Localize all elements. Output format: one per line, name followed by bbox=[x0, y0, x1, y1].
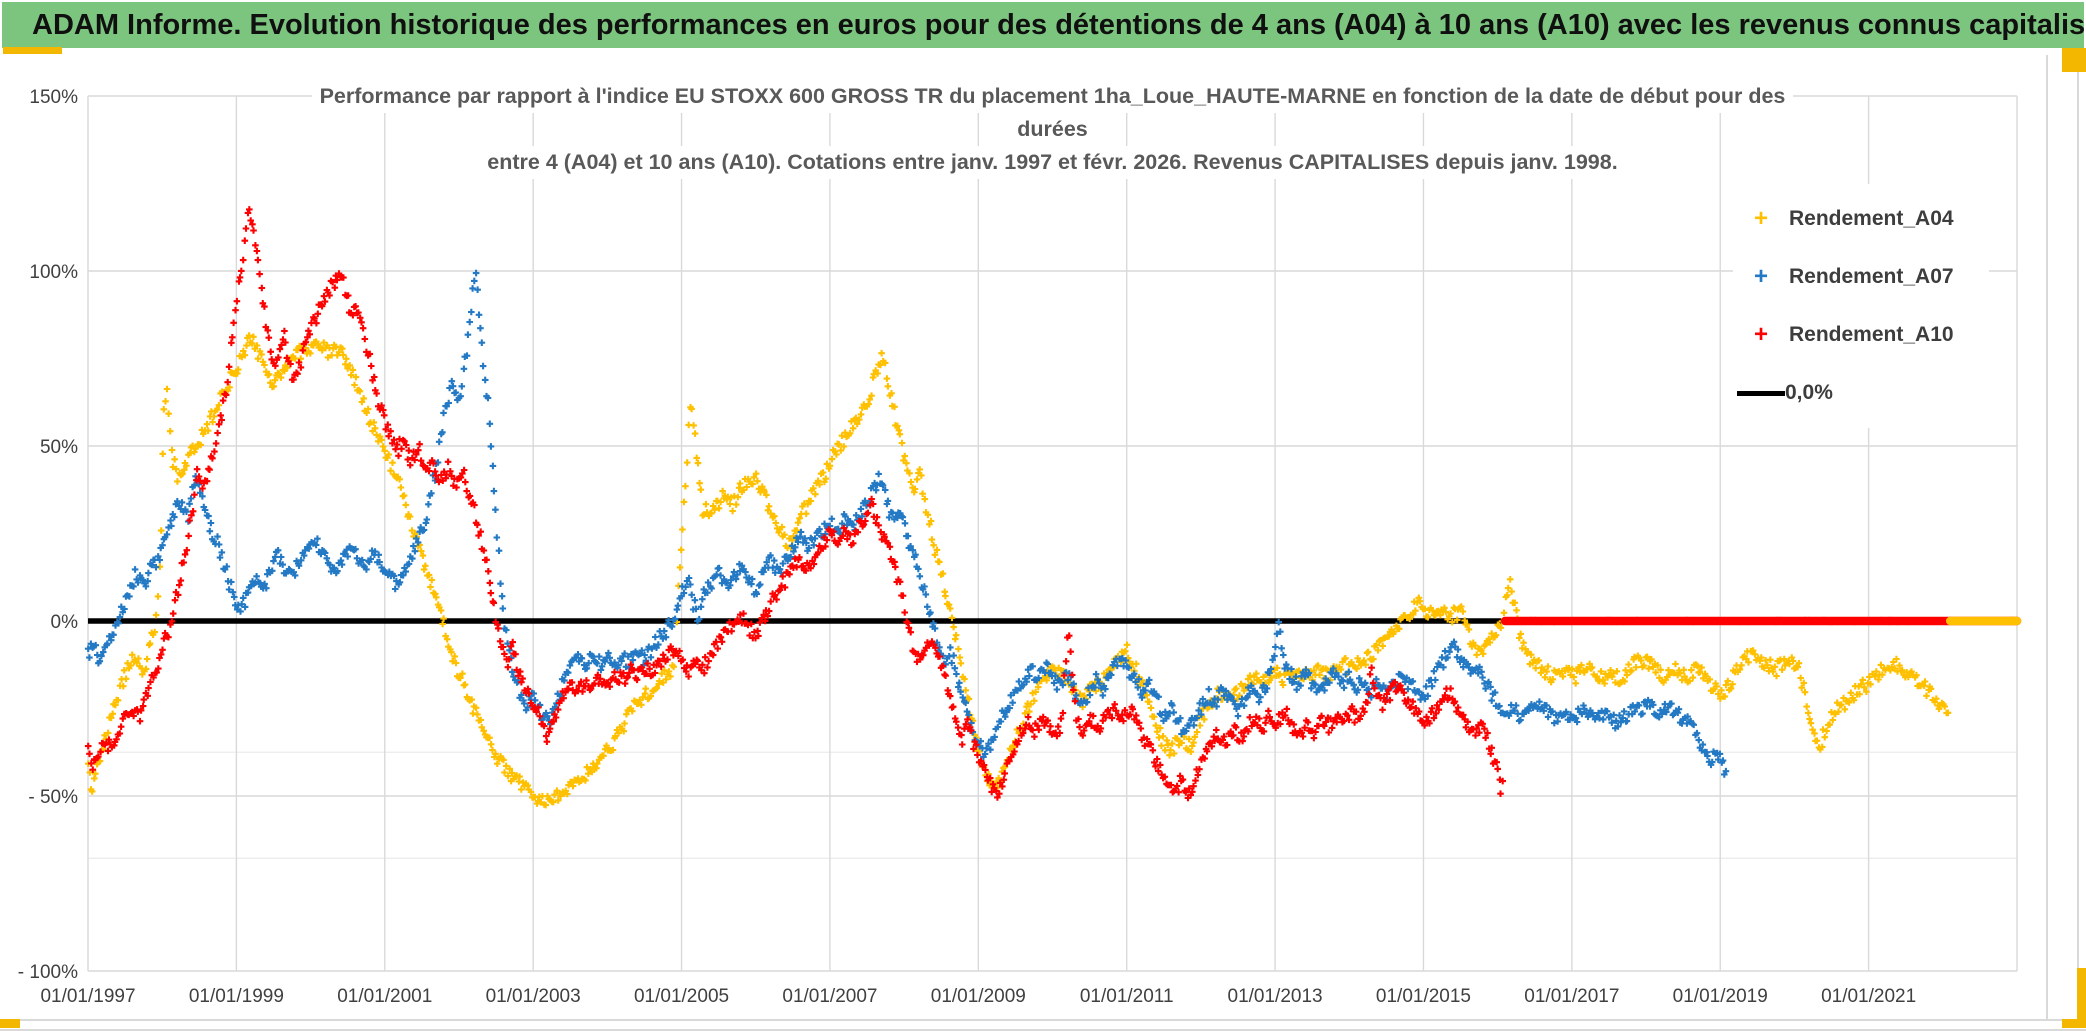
svg-text:01/01/2015: 01/01/2015 bbox=[1376, 986, 1471, 1007]
svg-text:01/01/2019: 01/01/2019 bbox=[1673, 986, 1768, 1007]
chart-title-line2: durées bbox=[1009, 113, 1096, 146]
accent-gold-bottom-left bbox=[0, 1019, 20, 1028]
svg-text:- 100%: - 100% bbox=[18, 962, 78, 983]
svg-text:01/01/2007: 01/01/2007 bbox=[782, 986, 877, 1007]
report-title: ADAM Informe. Evolution historique des p… bbox=[32, 8, 2086, 41]
svg-text:0%: 0% bbox=[51, 612, 79, 633]
accent-gold-bottom-right bbox=[2062, 1019, 2086, 1028]
zero-line-swatch-icon bbox=[1737, 390, 1785, 396]
legend-item-rendement-a04: + Rendement_A04 bbox=[1733, 190, 1989, 248]
svg-text:150%: 150% bbox=[29, 87, 78, 108]
plus-marker-icon: + bbox=[1753, 263, 1768, 290]
legend-item-rendement-a07: + Rendement_A07 bbox=[1733, 248, 1989, 306]
legend-label: Rendement_A10 bbox=[1789, 323, 1954, 346]
accent-gold-right-stripe bbox=[2077, 968, 2086, 1028]
plus-marker-icon: + bbox=[1753, 321, 1768, 348]
chart-frame-right-border bbox=[2046, 55, 2048, 1020]
svg-text:01/01/2021: 01/01/2021 bbox=[1821, 986, 1916, 1007]
legend-label: Rendement_A04 bbox=[1789, 207, 1954, 230]
svg-text:50%: 50% bbox=[40, 437, 78, 458]
sheet-bottom-separator bbox=[0, 1019, 2086, 1021]
svg-text:- 50%: - 50% bbox=[28, 787, 78, 808]
chart-frame-outer-right-border bbox=[2077, 72, 2079, 968]
svg-text:01/01/2005: 01/01/2005 bbox=[634, 986, 729, 1007]
chart-title: Performance par rapport à l'indice EU ST… bbox=[88, 80, 2017, 179]
svg-text:01/01/2013: 01/01/2013 bbox=[1228, 986, 1323, 1007]
chart-title-line3: entre 4 (A04) et 10 ans (A10). Cotations… bbox=[479, 146, 1626, 179]
report-title-bar: ADAM Informe. Evolution historique des p… bbox=[2, 2, 2086, 48]
svg-text:01/01/2017: 01/01/2017 bbox=[1524, 986, 1619, 1007]
svg-text:01/01/1997: 01/01/1997 bbox=[40, 986, 135, 1007]
sheet-bottom-edge bbox=[0, 1029, 2086, 1031]
svg-text:100%: 100% bbox=[29, 262, 78, 283]
legend-item-zero-line: 0,0% bbox=[1733, 364, 1989, 422]
svg-text:01/01/2011: 01/01/2011 bbox=[1080, 986, 1174, 1007]
legend-item-rendement-a10: + Rendement_A10 bbox=[1733, 306, 1989, 364]
svg-text:01/01/2001: 01/01/2001 bbox=[337, 986, 432, 1007]
accent-gold-top-right bbox=[2062, 48, 2086, 72]
chart-legend: + Rendement_A04 + Rendement_A07 + Rendem… bbox=[1733, 184, 1989, 428]
svg-text:01/01/2003: 01/01/2003 bbox=[486, 986, 581, 1007]
legend-label: 0,0% bbox=[1785, 381, 1833, 404]
chart-title-line1: Performance par rapport à l'indice EU ST… bbox=[311, 80, 1794, 113]
plus-marker-icon: + bbox=[1753, 205, 1768, 232]
legend-label: Rendement_A07 bbox=[1789, 265, 1954, 288]
svg-text:01/01/2009: 01/01/2009 bbox=[931, 986, 1026, 1007]
accent-gold-top-left bbox=[3, 47, 62, 54]
svg-text:01/01/1999: 01/01/1999 bbox=[189, 986, 284, 1007]
